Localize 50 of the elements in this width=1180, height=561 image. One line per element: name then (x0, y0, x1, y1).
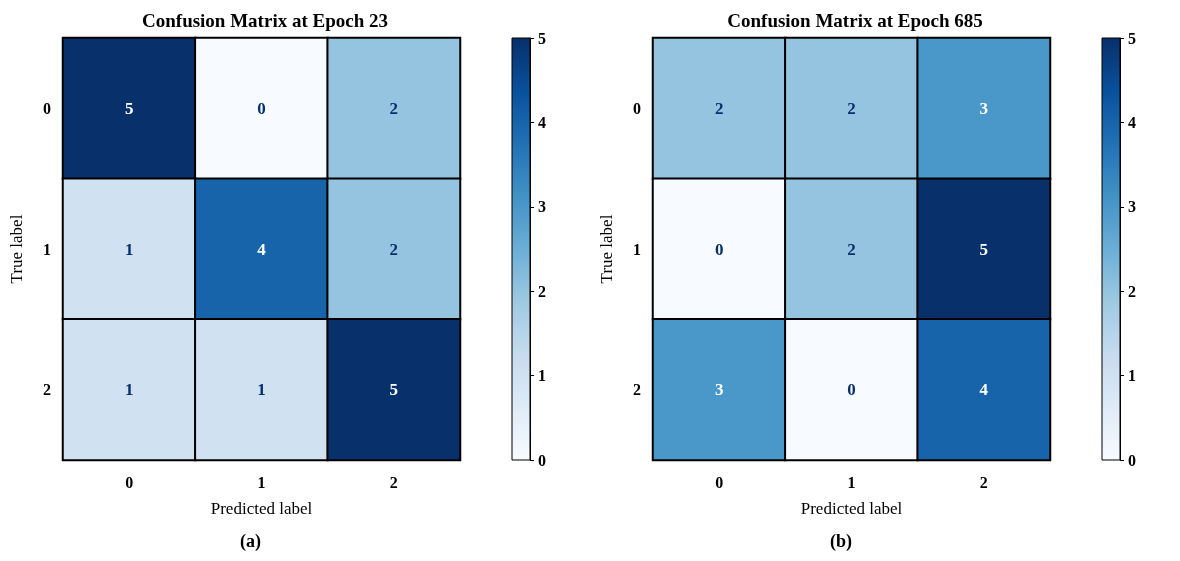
text: (a) (240, 531, 261, 552)
color-bar-label: 0 (538, 451, 546, 469)
data-label: 1 (124, 239, 134, 259)
color-bar-label: 5 (538, 29, 546, 47)
data-label: 2 (847, 239, 856, 259)
y-tick-label: 1 (633, 240, 641, 258)
data-label: 5 (389, 380, 399, 400)
chart-title: Confusion Matrix at Epoch 685 (727, 10, 983, 31)
y-tick-label: 0 (43, 99, 51, 117)
x-tick-label: 2 (979, 473, 988, 491)
color-bar-label: 4 (538, 113, 546, 131)
x-tick-label: 0 (125, 473, 134, 491)
color-bar-label: 2 (1128, 282, 1136, 300)
data-label: 1 (257, 380, 266, 400)
data-label: 1 (124, 380, 134, 400)
x-tick-label: 0 (715, 473, 724, 491)
data-label: 0 (714, 239, 724, 259)
y-tick-label: 0 (633, 99, 641, 117)
data-label: 4 (979, 380, 989, 400)
x-tick-label: 2 (389, 473, 398, 491)
color-bar-label: 1 (538, 367, 546, 385)
x-axis-title: Predicted label (210, 499, 313, 518)
y-axis-title: True label (7, 214, 26, 284)
y-axis-title: True label (597, 214, 616, 284)
chart-title: Confusion Matrix at Epoch 23 (142, 10, 388, 31)
x-tick-label: 1 (847, 473, 856, 491)
data-label: 3 (979, 98, 989, 118)
y-tick-label: 1 (43, 240, 51, 258)
color-bar-label: 5 (1128, 29, 1136, 47)
data-label: 0 (847, 380, 856, 400)
data-label: 2 (847, 98, 856, 118)
y-tick-label: 2 (43, 381, 51, 399)
data-label: 2 (714, 98, 724, 118)
data-label: 0 (257, 98, 266, 118)
data-label: 5 (979, 239, 989, 259)
color-bar-label: 3 (1128, 198, 1136, 216)
data-label: 2 (389, 98, 399, 118)
data-label: 5 (124, 98, 134, 118)
color-bar-label: 4 (1128, 113, 1136, 131)
color-bar-label: 0 (1128, 451, 1136, 469)
y-tick-label: 2 (633, 381, 641, 399)
x-axis-title: Predicted label (800, 499, 903, 518)
color-bar-label: 3 (538, 198, 546, 216)
color-bar-label: 2 (538, 282, 546, 300)
text: (b) (830, 531, 852, 552)
x-tick-label: 1 (257, 473, 266, 491)
data-label: 2 (389, 239, 399, 259)
data-label: 3 (714, 380, 724, 400)
color-bar-label: 1 (1128, 367, 1136, 385)
data-label: 4 (257, 239, 267, 259)
